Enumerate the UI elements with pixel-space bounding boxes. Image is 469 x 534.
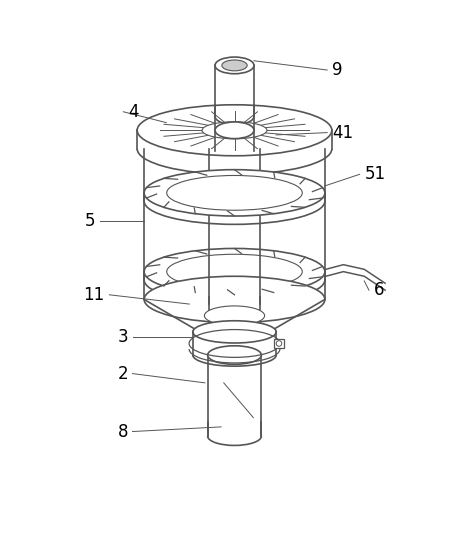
- Text: 51: 51: [364, 166, 386, 183]
- Ellipse shape: [144, 276, 325, 323]
- Ellipse shape: [144, 248, 325, 295]
- Ellipse shape: [215, 57, 254, 74]
- Circle shape: [276, 341, 282, 346]
- Text: 11: 11: [83, 286, 105, 304]
- Ellipse shape: [202, 122, 267, 139]
- Ellipse shape: [193, 321, 276, 343]
- Text: 3: 3: [117, 327, 128, 345]
- Text: 2: 2: [117, 365, 128, 382]
- Bar: [274, 339, 284, 348]
- Text: 6: 6: [373, 281, 384, 299]
- Ellipse shape: [200, 323, 269, 341]
- Ellipse shape: [215, 122, 254, 139]
- Text: 9: 9: [332, 61, 342, 79]
- Ellipse shape: [208, 346, 261, 364]
- Ellipse shape: [137, 105, 332, 156]
- Text: 5: 5: [85, 211, 96, 230]
- Text: 8: 8: [117, 422, 128, 441]
- Ellipse shape: [222, 60, 247, 71]
- Ellipse shape: [204, 306, 265, 325]
- Ellipse shape: [144, 170, 325, 216]
- Text: 41: 41: [332, 123, 353, 142]
- Text: 4: 4: [128, 103, 138, 121]
